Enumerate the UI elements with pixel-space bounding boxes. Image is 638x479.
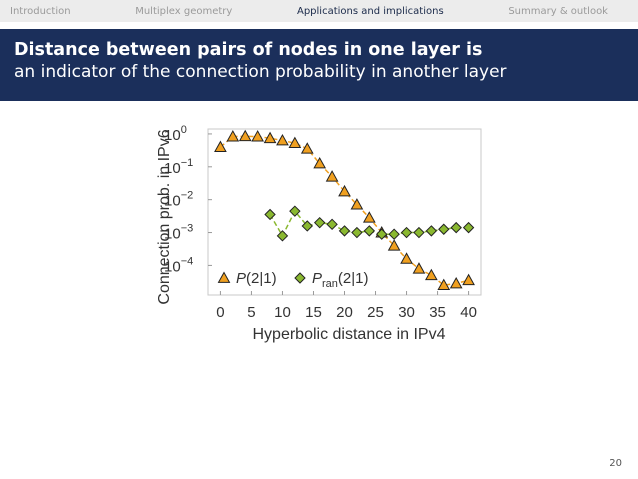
x-tick-label: 25 <box>367 304 384 321</box>
data-point-series-1 <box>412 262 426 274</box>
data-point-series-2 <box>313 216 326 229</box>
data-point-series-1 <box>313 156 327 169</box>
y-tick-label: 100 <box>164 124 187 144</box>
data-point-series-2 <box>376 228 388 240</box>
nav-item-applications[interactable]: Applications and implications <box>296 5 444 17</box>
slide-subtitle: an indicator of the connection probabili… <box>14 62 507 82</box>
navigation-bar: Introduction Multiplex geometry Applicat… <box>0 0 638 22</box>
data-point-series-1 <box>362 211 376 223</box>
data-point-series-2 <box>338 225 351 237</box>
legend-label-series-2: Pran(2|1) <box>312 270 369 290</box>
series-line-1 <box>219 135 469 286</box>
slide-title-bar: Distance between pairs of nodes in one l… <box>0 29 638 101</box>
data-point-series-1 <box>387 239 401 251</box>
y-axis-label: Connection prob. in IPv6 <box>156 129 173 304</box>
data-point-series-2 <box>462 221 475 234</box>
data-point-series-1 <box>238 129 252 142</box>
y-tick-label: 10−3 <box>164 223 193 243</box>
data-point-series-2 <box>289 205 301 217</box>
x-tick-label: 35 <box>429 304 446 321</box>
data-point-series-1 <box>325 170 339 182</box>
page-number: 20 <box>609 458 622 469</box>
slide-title: Distance between pairs of nodes in one l… <box>14 40 483 60</box>
legend-label-series-1: P(2|1) <box>236 270 277 287</box>
data-point-series-1 <box>338 184 351 197</box>
data-point-series-1 <box>350 198 364 210</box>
nav-item-summary[interactable]: Summary & outlook <box>508 5 608 17</box>
data-point-series-1 <box>400 252 413 264</box>
x-axis-label: Hyperbolic distance in IPv4 <box>253 326 446 343</box>
x-tick-label: 15 <box>305 304 322 321</box>
data-point-series-1 <box>462 273 475 286</box>
data-point-series-2 <box>388 228 400 240</box>
x-tick-label: 0 <box>216 304 224 321</box>
data-point-series-2 <box>438 223 450 235</box>
data-point-series-1 <box>263 131 277 144</box>
data-point-series-2 <box>450 221 462 234</box>
data-point-series-1 <box>226 130 240 142</box>
data-point-series-1 <box>276 133 289 146</box>
data-point-series-1 <box>425 268 438 281</box>
y-tick-label: 10−2 <box>164 190 193 210</box>
data-point-series-1 <box>251 130 264 142</box>
data-point-series-2 <box>400 226 413 239</box>
nav-item-multiplex-geometry[interactable]: Multiplex geometry <box>135 5 233 17</box>
data-point-series-1 <box>437 278 451 291</box>
x-tick-label: 40 <box>460 304 477 321</box>
nav-item-introduction[interactable]: Introduction <box>10 5 71 17</box>
data-point-series-2 <box>301 220 313 232</box>
y-tick-label: 10−4 <box>164 255 193 275</box>
x-tick-label: 30 <box>398 304 415 321</box>
data-point-series-2 <box>413 226 425 239</box>
data-point-series-2 <box>276 230 289 242</box>
x-tick-label: 5 <box>247 304 255 321</box>
x-tick-label: 10 <box>274 304 291 321</box>
data-point-series-1 <box>449 276 463 289</box>
legend-marker-series-1 <box>217 271 231 283</box>
data-point-series-2 <box>425 225 438 237</box>
data-point-series-1 <box>214 140 227 152</box>
data-point-series-2 <box>363 225 376 237</box>
y-tick-label: 10−1 <box>164 157 193 177</box>
data-point-series-1 <box>300 142 314 154</box>
legend-marker-series-2 <box>294 272 306 284</box>
data-point-series-2 <box>351 226 363 239</box>
data-point-series-1 <box>288 136 302 149</box>
data-point-series-2 <box>264 208 276 221</box>
connection-probability-chart: P(2|1) Pran(2|1) 0 5 10 15 20 25 30 35 40 100 10−1 1… <box>156 124 482 343</box>
x-tick-label: 20 <box>336 304 353 321</box>
data-point-series-2 <box>326 218 338 231</box>
